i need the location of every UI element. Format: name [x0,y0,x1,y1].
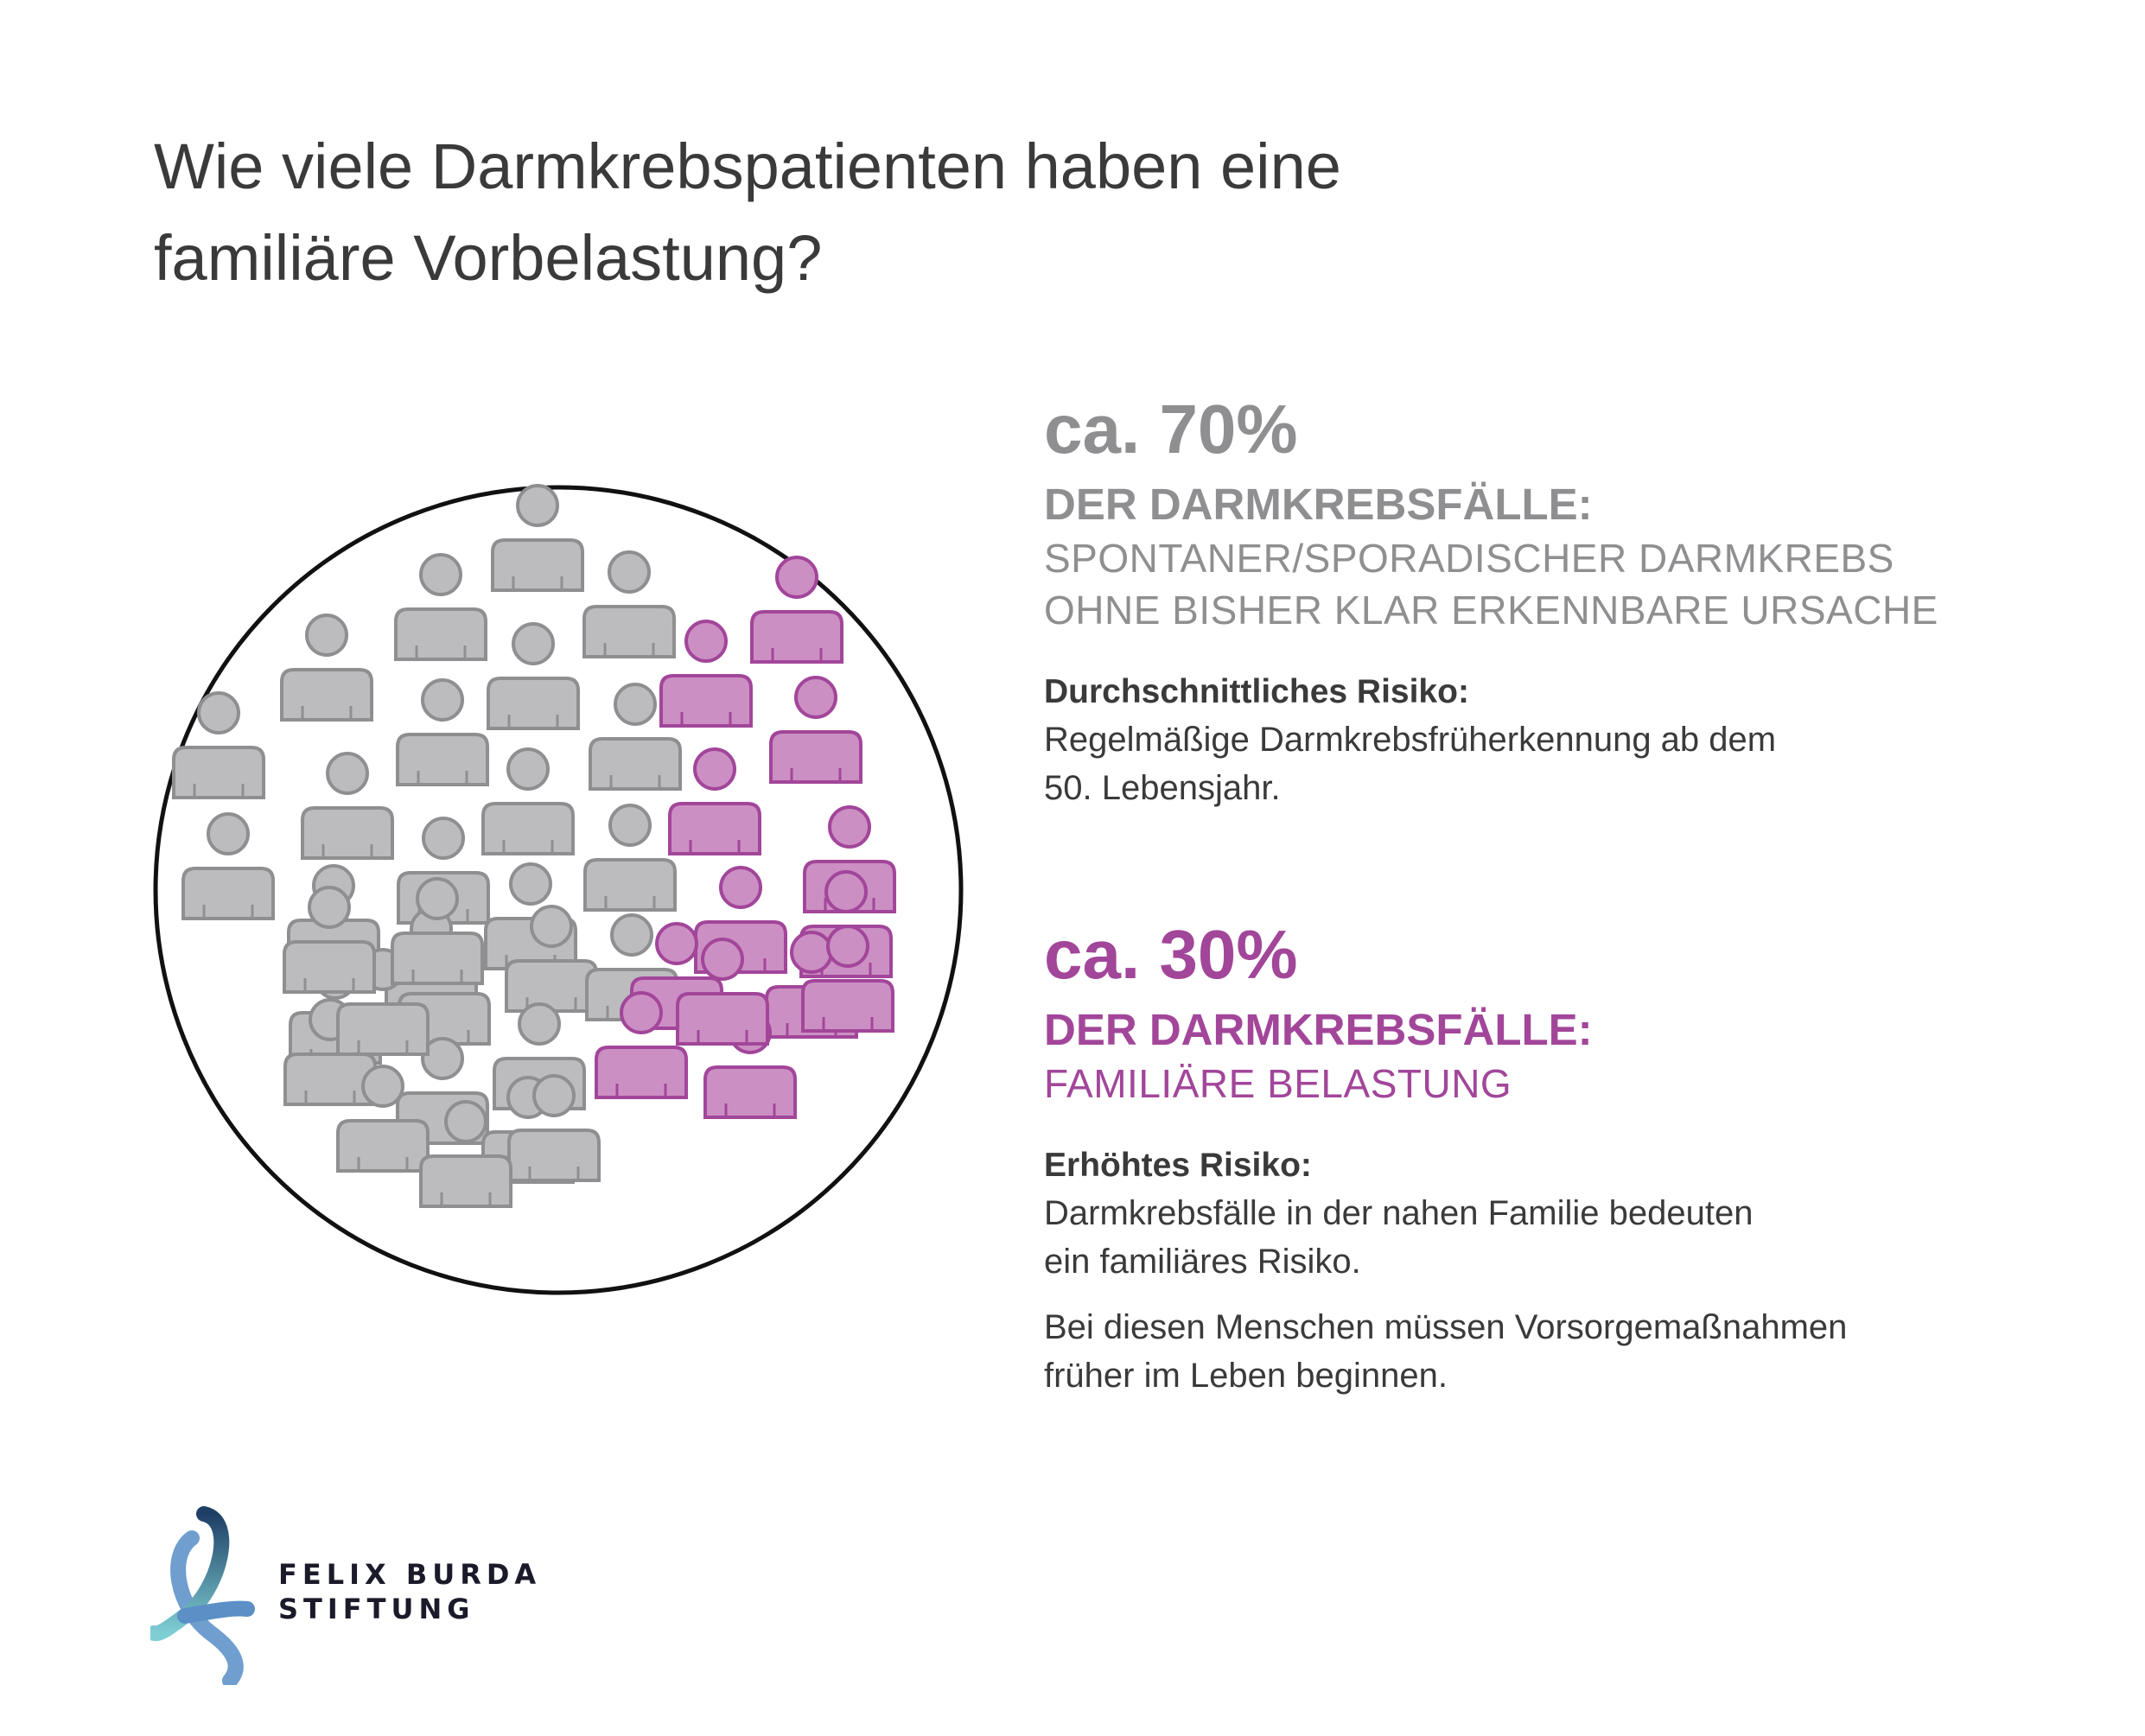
familial-risk-line-2: ein familiäres Risiko. [1044,1243,1361,1281]
person-icon-purple [750,556,843,664]
person-icon-gray [589,683,682,791]
sporadic-section: ca. 70% DER DARMKREBSFÄLLE: SPONTANER/SP… [1044,391,2081,812]
familial-risk-text: Darmkrebsfälle in der nahen Familie bede… [1044,1189,2081,1286]
sporadic-risk-title: Durchschnittliches Risiko: [1044,673,1469,710]
familial-risk-line-1: Darmkrebsfälle in der nahen Familie bede… [1044,1194,1754,1232]
sporadic-percent: ca. 70% [1044,391,1298,467]
logo-line-1: FELIX BURDA [278,1558,542,1591]
felix-burda-logo: FELIX BURDA STIFTUNG [150,1504,548,1685]
familial-section: ca. 30% DER DARMKREBSFÄLLE: FAMILIÄRE BE… [1044,916,2081,1400]
familial-percent: ca. 30% [1044,916,1298,993]
person-icon-gray [283,886,376,994]
familial-heading: DER DARMKREBSFÄLLE: [1044,1005,1593,1054]
person-icon-gray [582,550,676,658]
person-icon-purple [659,620,753,728]
person-icon-gray [491,484,584,592]
pictogram-svg [153,484,964,1295]
person-icon-gray [283,998,377,1106]
person-icon-gray [280,614,373,722]
page-title: Wie viele Darmkrebspatienten haben eine … [154,121,1623,304]
person-icon-gray [481,747,575,855]
title-line-2: familiäre Vorbelastung? [154,222,823,294]
sporadic-heading: DER DARMKREBSFÄLLE: [1044,480,1593,529]
person-icon-gray [419,1100,512,1208]
logo-line-2: STIFTUNG [278,1593,475,1625]
person-icon-purple [694,866,787,974]
familial-risk-title: Erhöhtes Risiko: [1044,1147,1312,1184]
title-line-1: Wie viele Darmkrebspatienten haben eine [154,130,1341,202]
familial-extra-line-2: früher im Leben beginnen. [1044,1357,1448,1395]
familial-extra-line-1: Bei diesen Menschen müssen Vorsorgemaßna… [1044,1308,1848,1346]
familial-sub-line-1: FAMILIÄRE BELASTUNG [1044,1061,1512,1106]
sporadic-sub-line-2: OHNE BISHER KLAR ERKENNBARE URSACHE [1044,588,1938,633]
person-icon-gray [507,1074,601,1182]
sporadic-risk-text: Regelmäßige Darmkrebsfrüherkennung ab de… [1044,715,2081,812]
person-icon-gray [487,622,580,730]
logo-wordmark: FELIX BURDA STIFTUNG [278,1557,541,1626]
person-icon-purple [676,938,769,1046]
sporadic-risk-line-2: 50. Lebensjahr. [1044,769,1281,807]
person-figures [172,484,896,1208]
person-icon-gray [172,691,265,799]
person-icon-gray [396,678,489,786]
person-icon-gray [181,812,275,920]
person-icon-purple [668,747,761,855]
person-icon-purple [801,925,894,1033]
person-icon-gray [391,877,484,985]
sporadic-risk-line-1: Regelmäßige Darmkrebsfrüherkennung ab de… [1044,721,1777,759]
person-icon-gray [301,752,394,860]
person-icon-gray [336,1065,430,1173]
person-icon-gray [583,804,677,912]
circle-outline [153,485,964,1295]
person-icon-purple [769,676,862,784]
ribbon-icon [150,1506,255,1685]
familial-extra-text: Bei diesen Menschen müssen Vorsorgemaßna… [1044,1303,2081,1400]
pictogram-circle [152,484,964,1296]
sporadic-sub-line-1: SPONTANER/SPORADISCHER DARMKREBS [1044,536,1894,581]
person-icon-gray [394,553,487,661]
person-icon-purple [595,991,688,1099]
person-icon-gray [505,905,598,1013]
